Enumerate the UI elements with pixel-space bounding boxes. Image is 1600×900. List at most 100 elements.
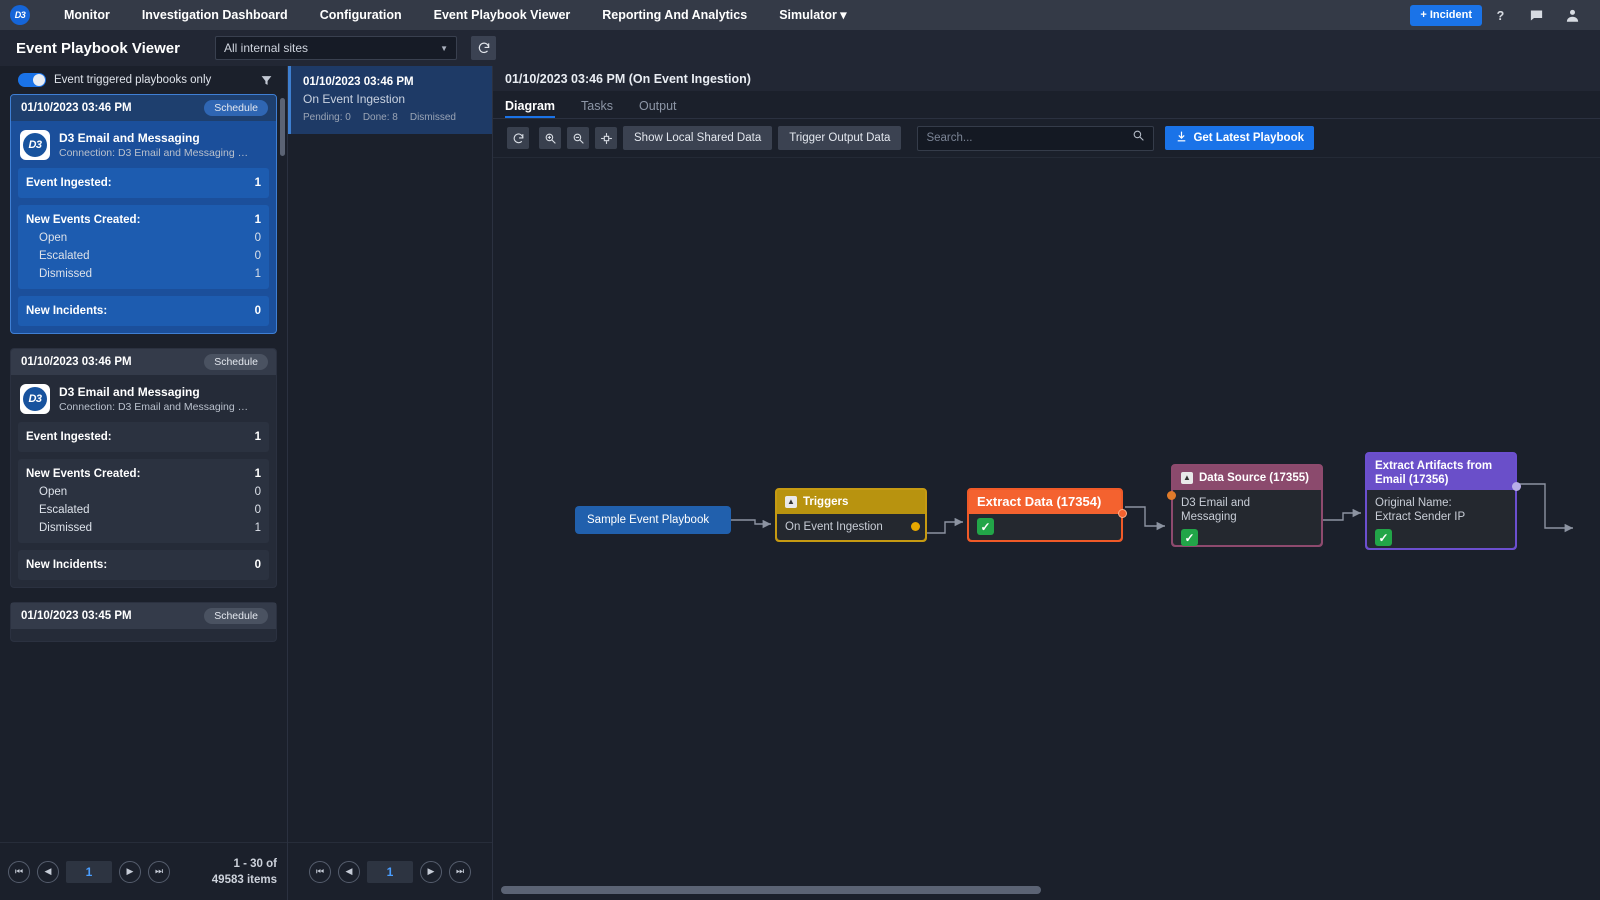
- fit-to-screen-icon[interactable]: [595, 127, 617, 149]
- current-page-input[interactable]: 1: [66, 860, 112, 883]
- status-success-icon: ✓: [1375, 529, 1392, 546]
- dismissed-row: Dismissed 1: [26, 265, 261, 283]
- diagram-toolbar: Show Local Shared Data Trigger Output Da…: [493, 119, 1600, 157]
- nav-item-investigation-dashboard[interactable]: Investigation Dashboard: [141, 8, 288, 22]
- playbook-run-card[interactable]: 01/10/2023 03:46 PM Schedule D3 D3 Email…: [10, 94, 277, 334]
- left-pagination: ⏮ ◀ 1 ▶ ⏭ 1 - 30 of 49583 items: [0, 842, 287, 900]
- connector-row: D3 D3 Email and Messaging Connection: D3…: [18, 128, 269, 168]
- next-page-button[interactable]: ▶: [119, 860, 141, 883]
- playbook-node-icon: ▲: [785, 496, 797, 508]
- node-body: On Event Ingestion: [777, 514, 925, 540]
- escalated-value: 0: [254, 504, 261, 516]
- left-filter-bar: Event triggered playbooks only: [0, 66, 287, 94]
- previous-page-button[interactable]: ◀: [338, 860, 360, 883]
- new-incidents-row: New Incidents: 0: [26, 556, 261, 574]
- tab-output[interactable]: Output: [638, 99, 677, 113]
- output-port[interactable]: [1512, 482, 1521, 491]
- connector-logo: D3: [20, 130, 50, 160]
- schedule-button[interactable]: Schedule: [204, 608, 268, 624]
- escalated-value: 0: [254, 250, 261, 262]
- diagram-node-sample-event-playbook[interactable]: Sample Event Playbook: [575, 506, 731, 534]
- input-port[interactable]: [1167, 491, 1176, 500]
- refresh-button[interactable]: [471, 36, 496, 60]
- site-select-value: All internal sites: [224, 41, 309, 55]
- node-title: Sample Event Playbook: [587, 514, 710, 526]
- get-latest-playbook-label: Get Latest Playbook: [1193, 132, 1304, 144]
- diagram-node-extract-data[interactable]: Extract Data (17354) ✓: [967, 488, 1127, 542]
- node-title: Data Source (17355): [1199, 472, 1309, 484]
- playbook-run-card[interactable]: 01/10/2023 03:45 PM Schedule: [10, 602, 277, 642]
- tab-tasks[interactable]: Tasks: [581, 99, 613, 113]
- event-triggered-only-toggle[interactable]: [18, 73, 46, 87]
- nav-item-configuration[interactable]: Configuration: [319, 8, 402, 22]
- diagram-node-data-source[interactable]: ▲ Data Source (17355) D3 Email and Messa…: [1167, 464, 1323, 547]
- site-select-dropdown[interactable]: All internal sites ▼: [215, 36, 457, 60]
- dismissed-value: 1: [254, 268, 261, 280]
- next-page-button[interactable]: ▶: [420, 860, 442, 883]
- d3-logo[interactable]: D3: [10, 5, 30, 25]
- nav-item-monitor[interactable]: Monitor: [64, 8, 110, 22]
- escalated-label: Escalated: [39, 250, 90, 262]
- first-page-button[interactable]: ⏮: [8, 860, 30, 883]
- nav-item-reporting-and-analytics[interactable]: Reporting And Analytics: [602, 8, 748, 22]
- playbook-cards-scroll[interactable]: 01/10/2023 03:46 PM Schedule D3 D3 Email…: [0, 94, 287, 842]
- vertical-scrollbar[interactable]: [280, 98, 285, 156]
- list-item[interactable]: 01/10/2023 03:46 PM On Event Ingestion P…: [288, 66, 492, 134]
- output-port[interactable]: [1118, 509, 1127, 518]
- page-title: Event Playbook Viewer: [16, 39, 180, 57]
- filter-icon[interactable]: [260, 74, 273, 87]
- refresh-icon[interactable]: [507, 127, 529, 149]
- last-page-button[interactable]: ⏭: [449, 860, 471, 883]
- playbook-run-card[interactable]: 01/10/2023 03:46 PM Schedule D3 D3 Email…: [10, 348, 277, 588]
- event-ingested-row: Event Ingested: 1: [26, 428, 261, 446]
- playbook-diagram-canvas[interactable]: Sample Event Playbook ▲ Triggers On Even…: [493, 157, 1600, 900]
- diagram-node-extract-artifacts-from-email[interactable]: Extract Artifacts from Email (17356) Ori…: [1365, 452, 1521, 550]
- help-icon[interactable]: ?: [1482, 0, 1518, 30]
- search-input[interactable]: [926, 132, 1133, 144]
- trigger-output-data-button[interactable]: Trigger Output Data: [778, 126, 902, 150]
- schedule-button[interactable]: Schedule: [204, 354, 268, 370]
- output-port[interactable]: [911, 522, 920, 531]
- new-incidents-block: New Incidents: 0: [18, 550, 269, 580]
- card-date: 01/10/2023 03:46 PM: [21, 102, 132, 114]
- show-local-shared-data-button[interactable]: Show Local Shared Data: [623, 126, 773, 150]
- page-subheader: Event Playbook Viewer All internal sites…: [0, 30, 1600, 66]
- connector-text: D3 Email and Messaging Connection: D3 Em…: [59, 385, 249, 414]
- event-ingested-label: Event Ingested:: [26, 177, 112, 189]
- new-incidents-label: New Incidents:: [26, 305, 108, 317]
- add-incident-button[interactable]: + Incident: [1410, 4, 1482, 26]
- search-icon[interactable]: [1132, 129, 1145, 147]
- open-label: Open: [39, 486, 68, 498]
- last-page-button[interactable]: ⏭: [148, 860, 170, 883]
- schedule-button[interactable]: Schedule: [204, 100, 268, 116]
- user-icon[interactable]: [1554, 0, 1590, 30]
- diagram-node-triggers[interactable]: ▲ Triggers On Event Ingestion: [775, 488, 927, 542]
- node-title: Extract Artifacts from Email (17356): [1375, 460, 1493, 486]
- node-header: Extract Data (17354): [969, 490, 1121, 514]
- zoom-in-icon[interactable]: [539, 127, 561, 149]
- new-events-block: New Events Created: 1 Open 0 Escalated 0: [18, 459, 269, 543]
- nav-item-simulator[interactable]: Simulator ▾: [779, 8, 847, 22]
- status-success-icon: ✓: [1181, 529, 1198, 546]
- connector-row: D3 D3 Email and Messaging Connection: D3…: [18, 382, 269, 422]
- node-subtitle: On Event Ingestion: [785, 521, 883, 533]
- horizontal-scrollbar[interactable]: [501, 886, 1041, 894]
- dismissed-label: Dismissed: [39, 522, 93, 534]
- first-page-button[interactable]: ⏮: [309, 860, 331, 883]
- card-date: 01/10/2023 03:46 PM: [21, 356, 132, 368]
- zoom-out-icon[interactable]: [567, 127, 589, 149]
- card-header: 01/10/2023 03:46 PM Schedule: [11, 349, 276, 375]
- node-subtitle: Original Name: Extract Sender IP: [1375, 497, 1466, 523]
- search-box[interactable]: [917, 125, 1155, 151]
- chat-icon[interactable]: [1518, 0, 1554, 30]
- done-stat: Done: 8: [362, 112, 398, 123]
- nav-item-event-playbook-viewer[interactable]: Event Playbook Viewer: [433, 8, 571, 22]
- node-body: ✓: [969, 514, 1121, 540]
- get-latest-playbook-button[interactable]: Get Latest Playbook: [1165, 126, 1314, 150]
- instance-trigger: On Event Ingestion: [303, 92, 406, 106]
- node-header: ▲ Triggers: [777, 490, 925, 514]
- previous-page-button[interactable]: ◀: [37, 860, 59, 883]
- tab-diagram[interactable]: Diagram: [505, 99, 567, 118]
- current-page-input[interactable]: 1: [367, 860, 413, 883]
